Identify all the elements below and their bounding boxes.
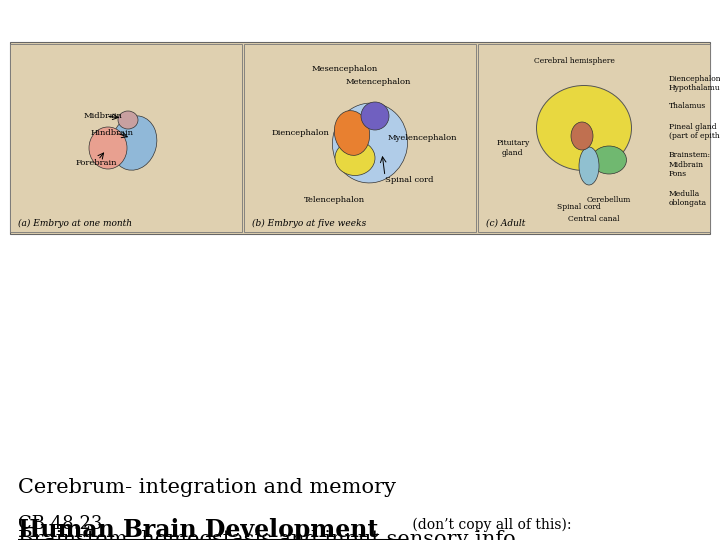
Text: Spinal cord: Spinal cord bbox=[385, 176, 433, 184]
Text: Diencephalon:
Hypothalamus: Diencephalon: Hypothalamus bbox=[669, 75, 720, 92]
Ellipse shape bbox=[333, 103, 408, 183]
Ellipse shape bbox=[536, 85, 631, 171]
Text: (c) Adult: (c) Adult bbox=[486, 219, 526, 228]
Text: Midbrain: Midbrain bbox=[84, 112, 123, 120]
Ellipse shape bbox=[361, 102, 389, 130]
Text: Hindbrain: Hindbrain bbox=[91, 129, 134, 137]
Ellipse shape bbox=[334, 111, 369, 156]
Bar bbox=[10, 42, 710, 234]
Text: Medulla
oblongata: Medulla oblongata bbox=[669, 190, 707, 207]
Text: Human Brain Development: Human Brain Development bbox=[18, 518, 378, 540]
Text: Spinal cord: Spinal cord bbox=[557, 203, 601, 211]
Text: (don’t copy all of this):: (don’t copy all of this): bbox=[408, 518, 572, 532]
Text: Diencephalon: Diencephalon bbox=[272, 129, 330, 137]
Ellipse shape bbox=[571, 122, 593, 150]
Ellipse shape bbox=[89, 127, 127, 169]
Text: Telencephalon: Telencephalon bbox=[305, 195, 366, 204]
Text: Thalamus: Thalamus bbox=[669, 102, 706, 110]
Text: (b) Embryo at five weeks: (b) Embryo at five weeks bbox=[252, 219, 366, 228]
Text: Cerebrum- integration and memory: Cerebrum- integration and memory bbox=[18, 478, 396, 497]
Text: Metencephalon: Metencephalon bbox=[346, 78, 410, 86]
Text: Brainstem- homeostasis and input sensory info: Brainstem- homeostasis and input sensory… bbox=[18, 530, 516, 540]
Ellipse shape bbox=[118, 111, 138, 129]
Text: Mesencephalon: Mesencephalon bbox=[312, 65, 378, 73]
Ellipse shape bbox=[579, 147, 599, 185]
Text: Cerebellum: Cerebellum bbox=[587, 195, 631, 204]
Bar bbox=[10, 44, 242, 232]
Text: CB 48.23: CB 48.23 bbox=[18, 515, 102, 533]
Text: Brainstem:
Midbrain
Pons: Brainstem: Midbrain Pons bbox=[669, 151, 711, 178]
Text: Forebrain: Forebrain bbox=[76, 159, 117, 167]
Text: Pineal gland
(part of epithalamus): Pineal gland (part of epithalamus) bbox=[669, 123, 720, 140]
Text: Pituitary
gland: Pituitary gland bbox=[496, 139, 529, 157]
Ellipse shape bbox=[111, 116, 157, 170]
Bar bbox=[244, 44, 476, 232]
Ellipse shape bbox=[592, 146, 626, 174]
Ellipse shape bbox=[335, 140, 375, 176]
Text: Myelencephalon: Myelencephalon bbox=[388, 134, 457, 142]
Text: Central canal: Central canal bbox=[568, 215, 620, 223]
Bar bbox=[478, 44, 710, 232]
Text: Cerebral hemisphere: Cerebral hemisphere bbox=[534, 57, 614, 65]
Text: (a) Embryo at one month: (a) Embryo at one month bbox=[18, 219, 132, 228]
